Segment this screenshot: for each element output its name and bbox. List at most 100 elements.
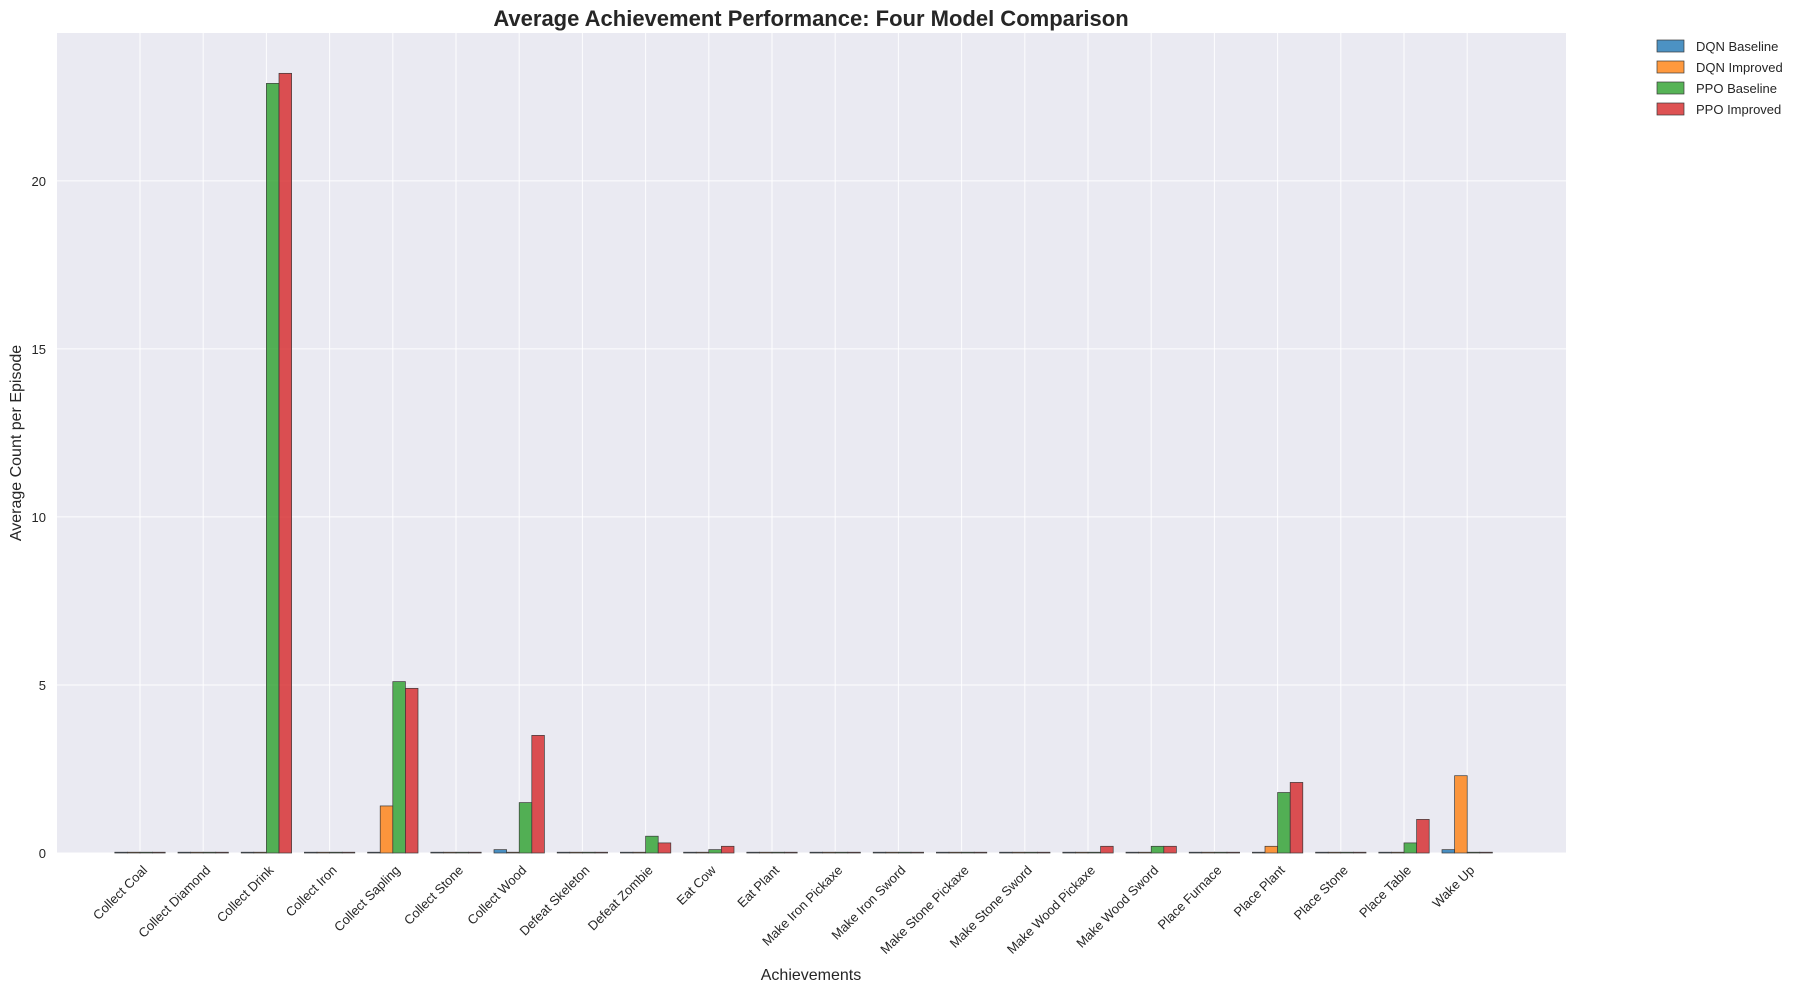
bar-2-21 bbox=[1466, 851, 1481, 854]
x-tick-label-19: Place Stone bbox=[1291, 863, 1351, 923]
bar-2-15 bbox=[1087, 851, 1101, 854]
grid-lines bbox=[57, 33, 1566, 854]
x-tick-label-21: Wake Up bbox=[1429, 863, 1477, 911]
bar-1-21 bbox=[1454, 775, 1468, 854]
bar-0-3 bbox=[304, 851, 318, 854]
bar-0-8 bbox=[620, 851, 634, 854]
bar-2-8 bbox=[645, 835, 659, 854]
bar-0-2 bbox=[240, 851, 255, 854]
bar-3-2 bbox=[278, 72, 292, 854]
bar-1-7 bbox=[569, 851, 583, 854]
bar-0-10 bbox=[746, 851, 760, 854]
bar-3-1 bbox=[215, 851, 229, 854]
legend-label-3: PPO Improved bbox=[1696, 102, 1781, 117]
bar-2-12 bbox=[898, 851, 912, 854]
legend-label-0: DQN Baseline bbox=[1696, 39, 1778, 54]
bar-3-13 bbox=[973, 851, 988, 854]
bar-2-6 bbox=[518, 802, 533, 854]
bar-1-16 bbox=[1138, 851, 1152, 854]
bar-1-6 bbox=[506, 851, 520, 854]
legend-label-1: DQN Improved bbox=[1696, 60, 1783, 75]
bar-3-11 bbox=[847, 851, 861, 854]
bar-3-9 bbox=[721, 845, 735, 854]
bar-0-21 bbox=[1441, 849, 1455, 854]
bar-3-5 bbox=[468, 851, 482, 854]
series-dqn-baseline bbox=[114, 849, 1455, 854]
bar-2-1 bbox=[202, 851, 217, 854]
bar-1-20 bbox=[1391, 851, 1405, 854]
bar-3-4 bbox=[405, 687, 419, 854]
y-tick-label-2: 10 bbox=[32, 510, 46, 525]
bar-1-2 bbox=[253, 851, 267, 854]
bar-1-13 bbox=[948, 851, 962, 854]
bar-0-11 bbox=[809, 851, 823, 854]
bar-1-9 bbox=[695, 851, 710, 854]
bar-2-13 bbox=[961, 851, 975, 854]
bar-0-12 bbox=[872, 851, 887, 854]
bar-2-18 bbox=[1277, 792, 1291, 854]
bar-1-10 bbox=[759, 851, 773, 854]
x-tick-label-10: Eat Plant bbox=[734, 862, 782, 910]
bar-2-17 bbox=[1214, 851, 1228, 854]
bar-3-19 bbox=[1353, 851, 1367, 854]
x-axis-label: Achievements bbox=[761, 967, 862, 984]
bar-3-7 bbox=[594, 851, 608, 854]
y-tick-label-4: 20 bbox=[32, 174, 46, 189]
bar-3-15 bbox=[1100, 845, 1114, 854]
bar-1-3 bbox=[316, 851, 330, 854]
bar-3-18 bbox=[1289, 782, 1304, 854]
legend-swatch-0 bbox=[1656, 39, 1685, 53]
bar-2-5 bbox=[455, 851, 469, 854]
chart-title: Average Achievement Performance: Four Mo… bbox=[493, 6, 1128, 31]
x-tick-label-20: Place Table bbox=[1356, 863, 1414, 921]
legend-swatch-2 bbox=[1656, 81, 1685, 95]
bar-0-17 bbox=[1188, 851, 1203, 854]
legend-swatch-1 bbox=[1656, 60, 1685, 74]
bar-2-19 bbox=[1340, 851, 1354, 854]
y-tick-label-0: 0 bbox=[39, 846, 46, 861]
bar-1-8 bbox=[632, 851, 646, 854]
x-tick-label-8: Defeat Zombie bbox=[585, 863, 656, 934]
series-ppo-baseline bbox=[139, 83, 1481, 854]
bar-3-20 bbox=[1416, 819, 1430, 854]
legend-label-2: PPO Baseline bbox=[1696, 81, 1777, 96]
x-tick-label-3: Collect Iron bbox=[283, 863, 340, 920]
bar-2-2 bbox=[266, 83, 280, 854]
x-tick-label-5: Collect Stone bbox=[401, 863, 466, 928]
bar-0-15 bbox=[1062, 851, 1076, 854]
bar-0-6 bbox=[493, 849, 507, 854]
bar-1-4 bbox=[379, 805, 394, 854]
bar-2-4 bbox=[392, 681, 406, 854]
y-axis-label: Average Count per Episode bbox=[8, 345, 25, 541]
bar-3-3 bbox=[341, 851, 356, 854]
bar-2-9 bbox=[708, 849, 722, 854]
series-dqn-improved bbox=[127, 775, 1468, 854]
bar-1-19 bbox=[1327, 851, 1342, 854]
bar-3-16 bbox=[1163, 845, 1177, 854]
bar-1-1 bbox=[190, 851, 204, 854]
bar-3-21 bbox=[1479, 851, 1493, 854]
x-tick-label-0: Collect Coal bbox=[90, 862, 150, 922]
bar-1-0 bbox=[127, 851, 141, 854]
bar-1-5 bbox=[443, 851, 457, 854]
x-tick-label-2: Collect Drink bbox=[214, 862, 277, 925]
y-tick-label-1: 5 bbox=[39, 678, 46, 693]
x-tick-label-18: Place Plant bbox=[1231, 862, 1288, 919]
bar-1-11 bbox=[822, 851, 836, 854]
bar-0-19 bbox=[1315, 851, 1329, 854]
plot-area bbox=[57, 33, 1566, 853]
bar-2-20 bbox=[1403, 842, 1417, 854]
y-tick-label-3: 15 bbox=[32, 342, 46, 357]
bar-1-14 bbox=[1011, 851, 1026, 854]
bar-3-10 bbox=[784, 851, 798, 854]
series-ppo-improved bbox=[152, 72, 1493, 854]
bar-1-15 bbox=[1075, 851, 1089, 854]
x-tick-label-6: Collect Wood bbox=[464, 863, 529, 928]
bar-0-13 bbox=[936, 851, 950, 854]
bar-2-11 bbox=[834, 851, 849, 854]
bar-0-4 bbox=[367, 851, 381, 854]
bar-2-14 bbox=[1024, 851, 1038, 854]
bar-2-7 bbox=[582, 851, 596, 854]
